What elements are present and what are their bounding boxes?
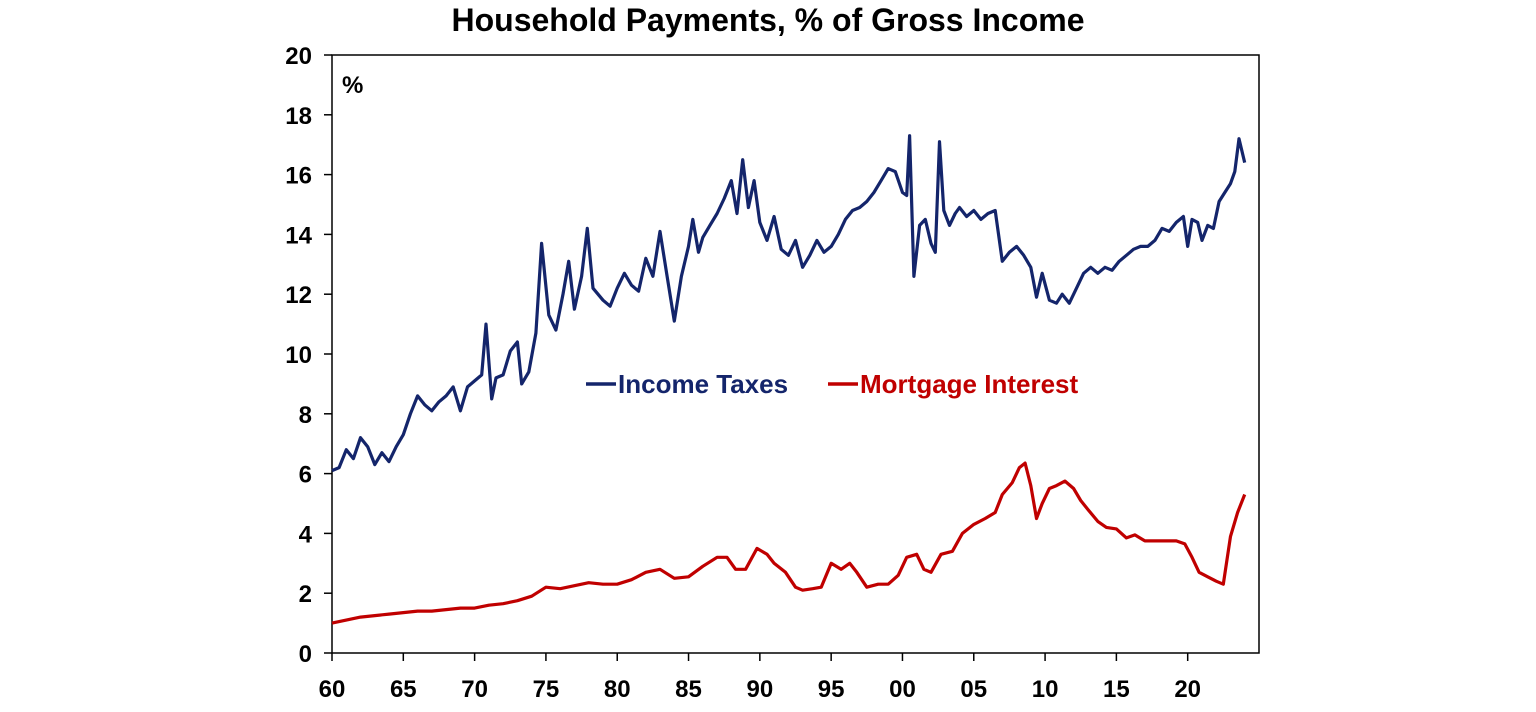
plot-frame <box>331 54 1260 654</box>
y-tick-label: 12 <box>285 282 312 309</box>
y-tick-label: 6 <box>299 462 312 489</box>
y-unit-label: % <box>342 72 363 99</box>
legend-label: Mortgage Interest <box>860 369 1078 399</box>
legend-label: Income Taxes <box>618 369 788 399</box>
y-tick-label: 4 <box>299 521 313 548</box>
x-tick-label: 90 <box>746 676 773 703</box>
y-tick-label: 18 <box>285 103 312 130</box>
chart-axes <box>324 54 1260 661</box>
y-tick-label: 8 <box>299 402 312 429</box>
x-tick-label: 65 <box>390 676 417 703</box>
chart-title: Household Payments, % of Gross Income <box>451 2 1085 38</box>
y-tick-label: 16 <box>285 163 312 190</box>
y-tick-label: 10 <box>285 342 312 369</box>
x-tick-label: 70 <box>461 676 488 703</box>
y-tick-label: 0 <box>299 641 312 668</box>
x-tick-label: 75 <box>533 676 560 703</box>
series-line-income-taxes <box>331 134 1247 473</box>
x-tick-label: 60 <box>319 676 346 703</box>
x-tick-label: 20 <box>1174 676 1201 703</box>
x-tick-label: 10 <box>1032 676 1059 703</box>
tick-labels: 0 2 4 6 8 10 12 14 16 18 20 60 65 70 75 80 85 90 95 00 05 10 1… <box>285 43 1201 703</box>
y-tick-label: 14 <box>285 222 312 249</box>
x-tick-label: 80 <box>604 676 631 703</box>
x-tick-label: 85 <box>675 676 702 703</box>
x-tick-label: 95 <box>818 676 845 703</box>
x-tick-label: 05 <box>960 676 987 703</box>
y-tick-label: 20 <box>285 43 312 70</box>
x-tick-label: 15 <box>1103 676 1130 703</box>
x-tick-label: 00 <box>889 676 916 703</box>
chart-legend: Income Taxes Mortgage Interest <box>586 369 1078 399</box>
series-line-mortgage-interest <box>331 461 1247 625</box>
series-layer <box>331 134 1247 625</box>
y-tick-label: 2 <box>299 581 312 608</box>
